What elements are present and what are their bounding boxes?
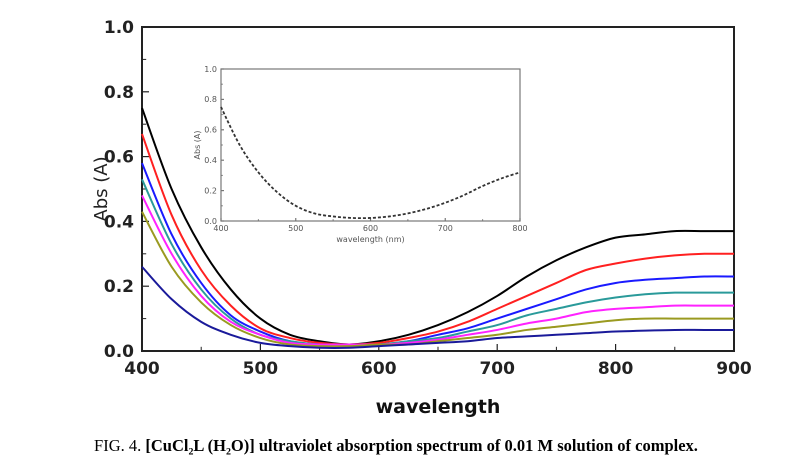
absorption-chart: 0.0 0.2 0.4 0.6 0.8 1.0 400 500 600 700 800 900 Abs …	[91, 18, 752, 418]
inset-y-tick-label: 0.2	[204, 186, 217, 195]
inset-series-line-dashed	[220, 106, 521, 220]
inset-y-tick-label: 0.0	[204, 217, 217, 226]
inset-x-tick-label: 500	[288, 224, 303, 233]
inset-x-tick-label: 400	[213, 224, 228, 233]
series-line-blue	[141, 162, 735, 346]
main-plot: 0.0 0.2 0.4 0.6 0.8 1.0 400 500 600 700 800 900 Abs …	[91, 18, 752, 418]
x-tick-label: 500	[243, 359, 279, 379]
y-tick-label: 0.0	[104, 342, 134, 362]
caption-text: [CuCl₂L (H₂O)] ultraviolet absorption sp…	[145, 436, 698, 455]
series-line-black	[141, 107, 734, 346]
inset-y-tick-label: 1.0	[204, 65, 217, 74]
inset-y-tick-label: 0.6	[204, 126, 217, 135]
caption-prefix: FIG. 4.	[94, 436, 146, 455]
inset-x-tick-label: 700	[438, 224, 453, 233]
inset-x-axis-title: wavelength (nm)	[336, 235, 404, 244]
series-line-magenta	[141, 195, 734, 346]
series-line-teal	[141, 178, 734, 346]
y-tick-label: 0.2	[104, 277, 134, 297]
y-tick-label: 0.4	[104, 212, 134, 232]
inset-plot: 0.0 0.2 0.4 0.6 0.8 1.0 400 500 600 700 800 Abs (A)…	[193, 65, 528, 244]
y-axis-title: Abs (A)	[91, 156, 112, 221]
inset-background	[221, 69, 520, 221]
series-line-red	[141, 133, 735, 346]
x-tick-label: 600	[361, 359, 397, 379]
y-tick-label: 0.8	[104, 83, 134, 103]
y-tick-label: 0.6	[104, 148, 134, 168]
x-tick-label: 800	[598, 359, 634, 379]
inset-y-tick-label: 0.8	[204, 95, 217, 104]
series-line-olive	[141, 211, 734, 348]
x-tick-label: 900	[716, 359, 752, 379]
y-tick-label: 1.0	[104, 18, 134, 38]
inset-y-tick-label: 0.4	[204, 156, 217, 165]
series-line-navy	[141, 266, 734, 349]
inset-y-axis-title: Abs (A)	[193, 131, 202, 160]
inset-x-tick-label: 600	[363, 224, 378, 233]
figure-caption: FIG. 4. [CuCl₂L (H₂O)] ultraviolet absor…	[0, 436, 792, 456]
x-axis-title: wavelength	[376, 396, 501, 418]
x-tick-label: 400	[124, 359, 160, 379]
x-tick-label: 700	[479, 359, 515, 379]
inset-x-tick-label: 800	[512, 224, 527, 233]
